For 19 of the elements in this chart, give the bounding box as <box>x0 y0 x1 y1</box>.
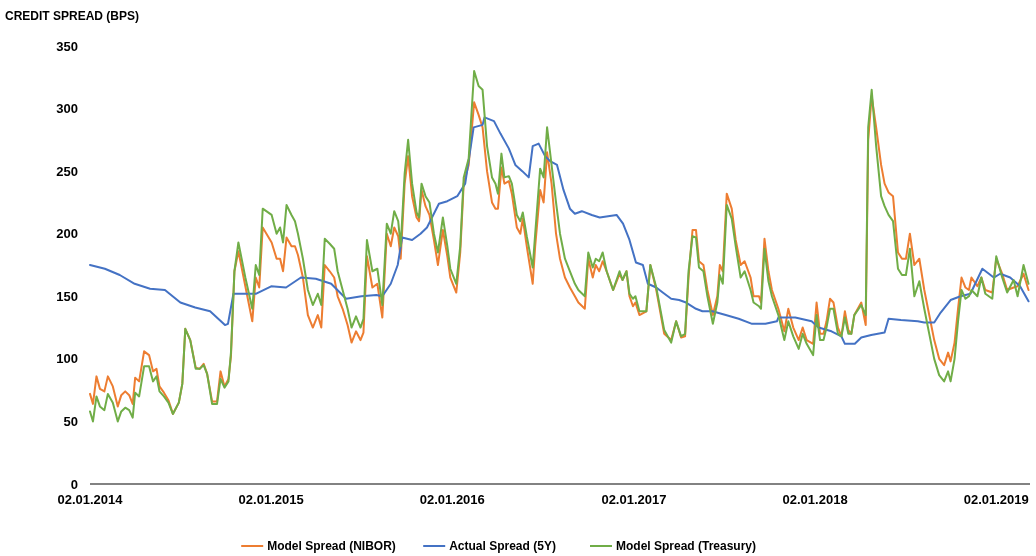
line-series <box>89 116 1030 345</box>
x-tick-label: 02.01.2017 <box>601 492 667 507</box>
y-tick-label: 0 <box>70 476 78 492</box>
y-tick-label: 350 <box>56 38 78 54</box>
legend-label: Actual Spread (5Y) <box>449 539 556 554</box>
legend-label: Model Spread (NIBOR) <box>267 539 396 554</box>
y-tick-label: 300 <box>56 101 78 117</box>
y-tick-label: 250 <box>56 163 78 179</box>
y-tick-label: 200 <box>56 226 78 242</box>
y-tick-label: 50 <box>63 413 78 429</box>
legend-label: Model Spread (Treasury) <box>616 539 757 554</box>
x-tick-label: 02.01.2019 <box>963 492 1029 507</box>
y-tick-label: 150 <box>56 288 78 304</box>
x-tick-label: 02.01.2015 <box>238 492 304 507</box>
x-tick-label: 02.01.2016 <box>419 492 485 507</box>
y-tick-label: 100 <box>56 351 78 367</box>
x-tick-label: 02.01.2014 <box>57 492 124 507</box>
x-tick-label: 02.01.2018 <box>782 492 848 507</box>
y-axis-title: CREDIT SPREAD (BPS) <box>5 9 140 23</box>
